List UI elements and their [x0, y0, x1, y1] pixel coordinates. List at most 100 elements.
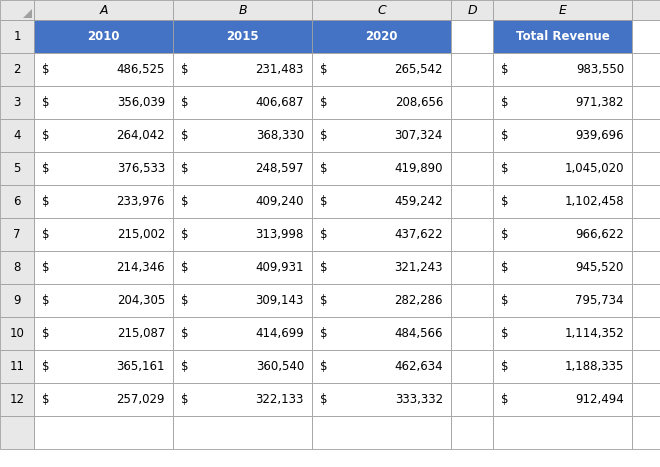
Bar — [451, 350, 493, 383]
Text: D: D — [467, 3, 477, 16]
Text: 1,114,352: 1,114,352 — [564, 327, 624, 340]
Bar — [632, 185, 660, 218]
Bar — [0, 20, 34, 53]
Text: 437,622: 437,622 — [395, 228, 443, 241]
Text: 2: 2 — [13, 63, 20, 76]
Text: $: $ — [501, 327, 508, 340]
Bar — [632, 317, 660, 350]
Text: $: $ — [320, 294, 327, 307]
Text: $: $ — [181, 294, 189, 307]
Bar — [632, 119, 660, 152]
Bar — [451, 317, 493, 350]
Bar — [34, 20, 173, 53]
Bar — [312, 383, 451, 416]
Bar — [632, 416, 660, 449]
Bar — [312, 20, 451, 53]
Text: 7: 7 — [13, 228, 20, 241]
Text: 1,102,458: 1,102,458 — [564, 195, 624, 208]
Bar — [632, 350, 660, 383]
Bar — [0, 251, 34, 284]
Bar — [632, 53, 660, 86]
Text: 414,699: 414,699 — [255, 327, 304, 340]
Bar — [632, 0, 660, 20]
Text: $: $ — [42, 327, 50, 340]
Bar — [173, 317, 312, 350]
Text: $: $ — [181, 195, 189, 208]
Text: $: $ — [42, 129, 50, 142]
Text: $: $ — [501, 360, 508, 373]
Text: 3: 3 — [13, 96, 20, 109]
Text: $: $ — [501, 261, 508, 274]
Bar — [493, 251, 632, 284]
Text: $: $ — [181, 63, 189, 76]
Bar — [0, 350, 34, 383]
Text: 368,330: 368,330 — [256, 129, 304, 142]
Text: $: $ — [501, 228, 508, 241]
Bar — [173, 218, 312, 251]
Text: $: $ — [42, 393, 50, 406]
Bar — [312, 350, 451, 383]
Text: 356,039: 356,039 — [117, 96, 165, 109]
Text: 2015: 2015 — [226, 30, 259, 43]
Text: $: $ — [42, 195, 50, 208]
Bar — [312, 53, 451, 86]
Bar — [451, 86, 493, 119]
Bar — [34, 152, 173, 185]
Bar — [0, 53, 34, 86]
Text: 360,540: 360,540 — [256, 360, 304, 373]
Bar — [451, 152, 493, 185]
Bar — [451, 251, 493, 284]
Bar — [493, 350, 632, 383]
Text: $: $ — [501, 162, 508, 175]
Bar — [451, 119, 493, 152]
Text: $: $ — [42, 228, 50, 241]
Text: 9: 9 — [13, 294, 20, 307]
Bar — [451, 416, 493, 449]
Text: $: $ — [320, 162, 327, 175]
Text: A: A — [99, 3, 108, 16]
Bar — [312, 317, 451, 350]
Bar — [0, 383, 34, 416]
Bar — [34, 119, 173, 152]
Bar — [173, 185, 312, 218]
Bar — [173, 0, 312, 20]
Text: 409,931: 409,931 — [255, 261, 304, 274]
Text: $: $ — [181, 228, 189, 241]
Bar — [34, 383, 173, 416]
Text: 282,286: 282,286 — [395, 294, 443, 307]
Text: 486,525: 486,525 — [117, 63, 165, 76]
Text: 6: 6 — [13, 195, 20, 208]
Text: $: $ — [320, 96, 327, 109]
Bar — [493, 218, 632, 251]
Text: 983,550: 983,550 — [576, 63, 624, 76]
Text: 5: 5 — [13, 162, 20, 175]
Text: $: $ — [320, 360, 327, 373]
Text: 462,634: 462,634 — [395, 360, 443, 373]
Bar — [34, 317, 173, 350]
Bar — [493, 185, 632, 218]
Bar — [312, 185, 451, 218]
Text: 939,696: 939,696 — [576, 129, 624, 142]
Bar — [312, 0, 451, 20]
Bar — [632, 284, 660, 317]
Text: 406,687: 406,687 — [255, 96, 304, 109]
Text: 215,087: 215,087 — [117, 327, 165, 340]
Bar — [0, 119, 34, 152]
Text: 795,734: 795,734 — [576, 294, 624, 307]
Bar — [0, 0, 34, 20]
Text: 204,305: 204,305 — [117, 294, 165, 307]
Text: 419,890: 419,890 — [395, 162, 443, 175]
Text: E: E — [558, 3, 566, 16]
Text: $: $ — [501, 393, 508, 406]
Bar — [493, 119, 632, 152]
Bar — [632, 20, 660, 53]
Text: $: $ — [501, 96, 508, 109]
Bar — [493, 416, 632, 449]
Bar — [493, 383, 632, 416]
Bar — [34, 185, 173, 218]
Text: $: $ — [42, 360, 50, 373]
Text: $: $ — [501, 195, 508, 208]
Text: 208,656: 208,656 — [395, 96, 443, 109]
Text: $: $ — [320, 261, 327, 274]
Bar — [632, 152, 660, 185]
